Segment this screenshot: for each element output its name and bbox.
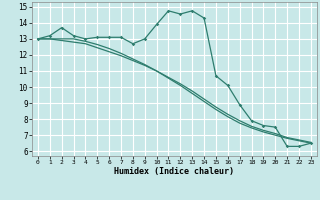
X-axis label: Humidex (Indice chaleur): Humidex (Indice chaleur) — [115, 167, 234, 176]
